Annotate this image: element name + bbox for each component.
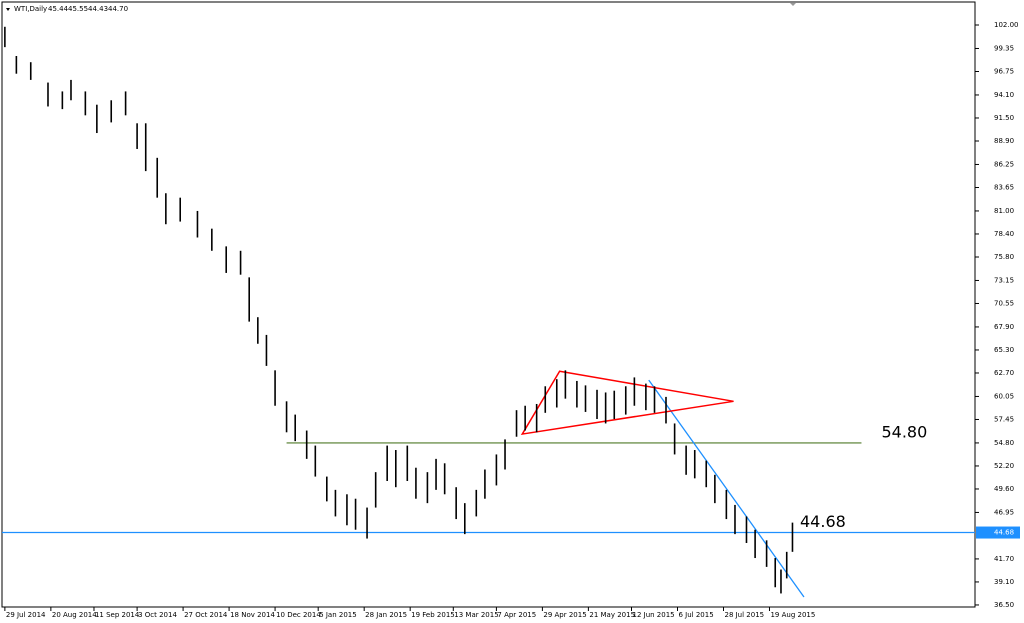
menu-arrow[interactable] (6, 8, 10, 11)
y-tick-label: 99.35 (994, 44, 1014, 52)
y-tick-label: 49.60 (994, 485, 1014, 493)
y-tick-label: 36.50 (994, 601, 1014, 609)
y-tick-label: 67.90 (994, 323, 1014, 331)
y-tick-label: 73.15 (994, 276, 1014, 284)
x-tick-label: 5 Jan 2015 (319, 611, 357, 619)
ohlc-value: 45.44 (48, 5, 69, 13)
y-tick-label: 91.50 (994, 114, 1014, 122)
scroll-marker (790, 3, 796, 6)
triangle (520, 370, 734, 436)
x-tick-label: 6 Jul 2015 (678, 611, 713, 619)
y-tick-label: 70.55 (994, 299, 1014, 307)
ohlc-value: 44.43 (88, 5, 108, 13)
level-label: 44.68 (800, 512, 846, 531)
y-tick-label: 57.45 (994, 415, 1014, 423)
x-tick-label: 21 May 2015 (589, 611, 635, 619)
x-tick-label: 10 Dec 2014 (276, 611, 321, 619)
x-tick-label: 28 Jul 2015 (724, 611, 764, 619)
price-tag (976, 526, 1020, 539)
ohlc-value: 45.55 (68, 5, 88, 13)
y-tick-label: 83.65 (994, 183, 1014, 191)
price-tag-label: 44.68 (994, 529, 1014, 537)
x-tick-label: 13 Mar 2015 (454, 611, 498, 619)
y-tick-label: 54.80 (994, 439, 1014, 447)
y-tick-label: 39.10 (994, 578, 1014, 586)
y-tick-label: 60.05 (994, 392, 1014, 400)
x-tick-label: 20 Aug 2014 (52, 611, 97, 619)
y-tick-label: 52.20 (994, 462, 1014, 470)
x-tick-label: 29 Apr 2015 (543, 611, 586, 619)
y-tick-label: 41.70 (994, 555, 1014, 563)
y-tick-label: 78.40 (994, 230, 1014, 238)
y-tick-label: 75.80 (994, 253, 1014, 261)
x-tick-label: 29 Jul 2014 (6, 611, 46, 619)
y-tick-label: 62.70 (994, 369, 1014, 377)
y-tick-label: 65.30 (994, 346, 1014, 354)
y-tick-label: 94.10 (994, 91, 1014, 99)
y-tick-label: 96.75 (994, 67, 1014, 75)
x-tick-label: 12 Jun 2015 (633, 611, 675, 619)
trendline (648, 379, 805, 598)
chart-title: WTI,Daily (14, 5, 47, 13)
x-tick-label: 19 Feb 2015 (411, 611, 455, 619)
y-tick-label: 102.00 (994, 21, 1019, 29)
plot-frame (1, 1, 976, 608)
x-tick-label: 27 Oct 2014 (184, 611, 228, 619)
y-tick-label: 46.95 (994, 508, 1014, 516)
y-tick-label: 81.00 (994, 207, 1014, 215)
x-tick-label: 28 Jan 2015 (365, 611, 407, 619)
x-tick-label: 7 Apr 2015 (497, 611, 536, 619)
x-tick-label: 19 Aug 2015 (770, 611, 815, 619)
x-tick-label: 3 Oct 2014 (138, 611, 177, 619)
x-tick-label: 11 Sep 2014 (95, 611, 140, 619)
y-tick-label: 88.90 (994, 137, 1014, 145)
level-label: 54.80 (881, 422, 927, 441)
y-tick-label: 86.25 (994, 160, 1014, 168)
x-tick-label: 18 Nov 2014 (230, 611, 275, 619)
ohlc-value: 44.70 (108, 5, 128, 13)
